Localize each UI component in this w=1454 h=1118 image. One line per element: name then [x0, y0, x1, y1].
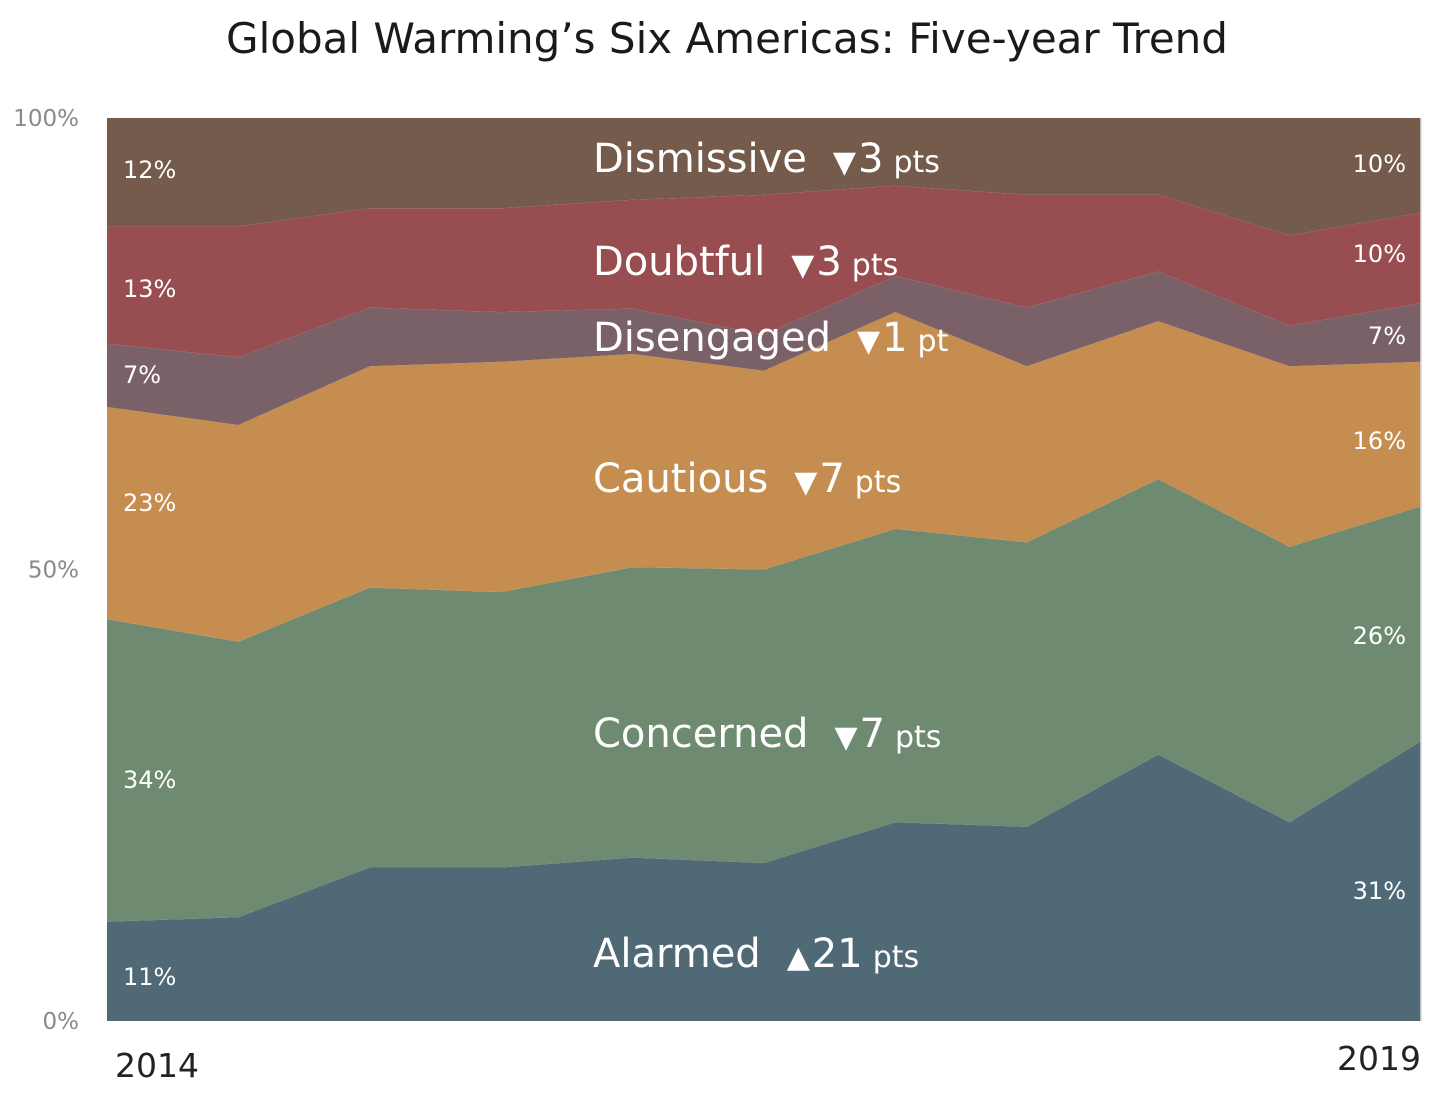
- chart-title: Global Warming’s Six Americas: Five-year…: [226, 14, 1228, 63]
- change-arrow: ▼: [857, 324, 880, 359]
- segment-name: Doubtful: [593, 239, 765, 285]
- end-label-concerned: 26%: [1353, 622, 1406, 650]
- change-number: 7: [819, 456, 844, 502]
- change-unit: pt: [918, 324, 949, 359]
- area-cautious: [107, 312, 1421, 642]
- change-number: 3: [858, 136, 883, 182]
- end-label-alarmed: 31%: [1353, 877, 1406, 905]
- segment-name: Cautious: [593, 456, 768, 502]
- segment-label-dismissive: Dismissive ▼3 pts: [593, 136, 940, 182]
- change-number: 1: [882, 315, 907, 361]
- change-unit: pts: [895, 720, 941, 755]
- change-unit: pts: [855, 465, 901, 500]
- segment-label-concerned: Concerned ▼7 pts: [593, 711, 941, 757]
- change-number: 21: [812, 931, 863, 977]
- segment-label-alarmed: Alarmed ▲21 pts: [593, 931, 919, 977]
- segment-label-doubtful: Doubtful ▼3 pts: [593, 239, 898, 285]
- y-tick-label: 0%: [43, 1009, 80, 1035]
- segment-label-disengaged: Disengaged ▼1 pt: [593, 315, 949, 361]
- change-number: 3: [816, 239, 841, 285]
- change-arrow: ▼: [833, 145, 856, 180]
- change-arrow: ▼: [791, 248, 814, 283]
- segment-name: Alarmed: [593, 931, 761, 977]
- end-label-doubtful: 10%: [1353, 240, 1406, 268]
- change-unit: pts: [873, 940, 919, 975]
- end-label-cautious: 16%: [1353, 427, 1406, 455]
- segment-name: Concerned: [593, 711, 808, 757]
- area-concerned: [107, 479, 1421, 922]
- segment-name: Disengaged: [593, 315, 831, 361]
- start-label-cautious: 23%: [123, 489, 176, 517]
- end-label-dismissive: 10%: [1353, 150, 1406, 178]
- start-label-alarmed: 11%: [123, 963, 176, 991]
- start-label-disengaged: 7%: [123, 361, 161, 389]
- segment-label-cautious: Cautious ▼7 pts: [593, 456, 901, 502]
- start-label-dismissive: 12%: [123, 156, 176, 184]
- area-alarmed: [107, 741, 1421, 1021]
- x-tick-label: 2014: [115, 1046, 199, 1085]
- x-tick-label: 2019: [1337, 1039, 1421, 1078]
- change-number: 7: [860, 711, 885, 757]
- change-arrow: ▼: [834, 720, 857, 755]
- change-arrow: ▲: [787, 940, 810, 975]
- y-tick-label: 100%: [13, 106, 79, 132]
- end-label-disengaged: 7%: [1368, 322, 1406, 350]
- y-tick-label: 50%: [28, 558, 79, 584]
- area-disengaged: [107, 271, 1421, 425]
- change-arrow: ▼: [794, 465, 817, 500]
- change-unit: pts: [852, 248, 898, 283]
- change-unit: pts: [893, 145, 939, 180]
- area-dismissive: [107, 118, 1421, 236]
- start-label-concerned: 34%: [123, 766, 176, 794]
- area-doubtful: [107, 185, 1421, 358]
- segment-name: Dismissive: [593, 136, 807, 182]
- start-label-doubtful: 13%: [123, 275, 176, 303]
